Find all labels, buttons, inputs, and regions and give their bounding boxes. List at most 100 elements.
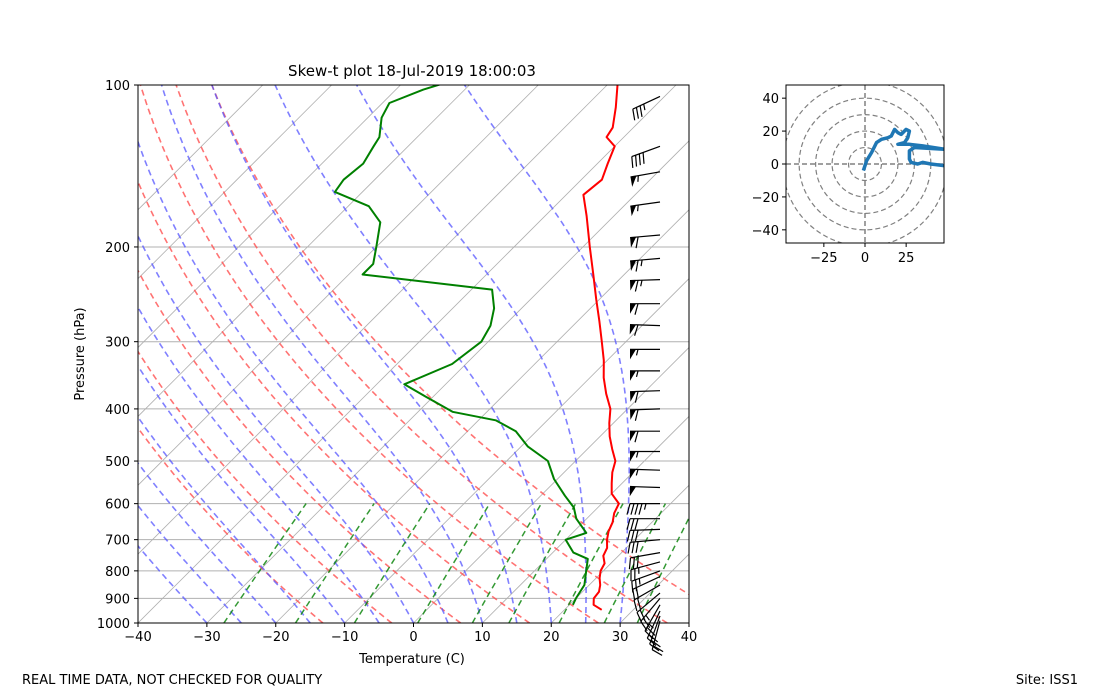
isotherm-line bbox=[550, 484, 689, 623]
isotherm-line bbox=[758, 85, 1100, 623]
wind-barb bbox=[628, 552, 661, 570]
x-tick-label: 10 bbox=[474, 630, 491, 645]
moist-adiabat-line bbox=[138, 544, 208, 623]
moist-adiabat-line bbox=[211, 85, 518, 623]
mixing-ratio-line bbox=[636, 516, 689, 623]
wind-barb bbox=[626, 503, 660, 515]
y-tick-label: 600 bbox=[105, 498, 130, 513]
isotherm-line bbox=[206, 140, 689, 623]
wind-barb bbox=[629, 468, 661, 480]
chart-title: Skew-t plot 18-Jul-2019 18:00:03 bbox=[288, 62, 536, 80]
isotherm-line bbox=[688, 622, 689, 623]
isotherm-line bbox=[138, 85, 677, 623]
hodograph-x-tick-label: −25 bbox=[810, 251, 837, 266]
isotherm-line bbox=[619, 553, 689, 623]
y-tick-label: 700 bbox=[105, 534, 130, 549]
hodograph-y-tick-label: −40 bbox=[752, 224, 779, 239]
wind-barb bbox=[629, 279, 661, 292]
dry-adiabat-line bbox=[138, 268, 462, 623]
y-tick-label: 100 bbox=[105, 79, 130, 94]
moist-adiabat-line bbox=[138, 461, 277, 623]
isotherm-line bbox=[138, 85, 264, 211]
isotherm-line bbox=[482, 415, 689, 623]
dry-adiabat-line bbox=[211, 85, 689, 596]
wind-barb bbox=[630, 171, 661, 187]
moist-adiabat-line bbox=[463, 85, 631, 623]
isotherm-line bbox=[138, 85, 332, 280]
moist-adiabat-line bbox=[138, 364, 346, 623]
wind-barb bbox=[629, 485, 661, 497]
dewpoint-trace bbox=[333, 85, 589, 606]
x-tick-label: 30 bbox=[612, 630, 629, 645]
hodograph-x-tick-label: 0 bbox=[861, 251, 869, 266]
wind-barb bbox=[629, 324, 661, 336]
wind-barb bbox=[630, 348, 660, 360]
wind-barb bbox=[627, 539, 661, 554]
hodograph-trace bbox=[861, 127, 944, 172]
wind-barb bbox=[632, 95, 661, 121]
isotherm-line bbox=[138, 85, 401, 349]
mixing-ratio-line bbox=[223, 503, 307, 623]
wind-barb bbox=[649, 615, 661, 652]
site-label: Site: ISS1 bbox=[1015, 673, 1078, 688]
x-tick-label: −30 bbox=[193, 630, 220, 645]
x-tick-label: −20 bbox=[262, 630, 289, 645]
quality-disclaimer: REAL TIME DATA, NOT CHECKED FOR QUALITY bbox=[22, 673, 323, 688]
wind-barb bbox=[630, 561, 661, 582]
moist-adiabat-line bbox=[274, 85, 553, 623]
skewt-plot: −40 −30 −20 −10 0 10 20 30 401000900800700600500… bbox=[73, 62, 1100, 667]
x-tick-label: −40 bbox=[124, 630, 151, 645]
wind-barb bbox=[630, 370, 660, 381]
hodograph-y-tick-label: 40 bbox=[762, 92, 779, 107]
moist-adiabat-line bbox=[355, 85, 587, 623]
x-tick-label: 0 bbox=[409, 630, 417, 645]
mixing-ratio-line bbox=[353, 503, 431, 623]
isotherm-line bbox=[138, 85, 608, 555]
y-tick-label: 800 bbox=[105, 565, 130, 580]
dry-adiabat-line bbox=[138, 426, 324, 623]
moist-adiabat-line bbox=[138, 234, 415, 623]
y-tick-label: 500 bbox=[105, 455, 130, 470]
x-axis-label: Temperature (C) bbox=[358, 652, 465, 667]
moist-adiabat-line bbox=[138, 415, 311, 623]
wind-barb bbox=[630, 450, 660, 462]
hodograph-ring bbox=[847, 146, 883, 182]
isotherm-line bbox=[138, 85, 539, 486]
wind-barb bbox=[631, 570, 661, 593]
isotherm-line bbox=[344, 278, 689, 623]
y-tick-label: 1000 bbox=[97, 617, 130, 632]
hodograph-y-tick-label: 0 bbox=[771, 158, 779, 173]
hodograph-ring bbox=[831, 130, 899, 198]
wind-barbs bbox=[626, 95, 664, 656]
moist-adiabat-line bbox=[138, 139, 449, 623]
moist-adiabat-line bbox=[160, 85, 484, 623]
x-tick-label: 40 bbox=[681, 630, 698, 645]
dry-adiabat-line bbox=[175, 85, 668, 623]
x-tick-label: −10 bbox=[331, 630, 358, 645]
mixing-ratio-line bbox=[471, 503, 542, 623]
isotherm-line bbox=[275, 209, 689, 623]
wind-barb bbox=[631, 145, 661, 168]
isotherm-line bbox=[138, 85, 470, 417]
moist-adiabat-line bbox=[138, 504, 242, 623]
x-tick-label: 20 bbox=[543, 630, 560, 645]
y-axis-label: Pressure (hPa) bbox=[73, 307, 88, 400]
wind-barb bbox=[636, 592, 661, 623]
wind-barb bbox=[644, 604, 661, 640]
temperature-trace bbox=[582, 85, 620, 611]
wind-barb bbox=[626, 528, 661, 542]
wind-barb bbox=[651, 620, 664, 656]
wind-barb bbox=[629, 390, 661, 403]
hodograph: −25 0 25 40 20 0 −20 −40 bbox=[752, 84, 945, 266]
y-tick-label: 200 bbox=[105, 241, 130, 256]
hodograph-y-tick-label: 20 bbox=[762, 125, 779, 140]
y-tick-label: 400 bbox=[105, 403, 130, 418]
wind-barb bbox=[630, 234, 661, 249]
wind-barb bbox=[626, 518, 660, 530]
dry-adiabat-line bbox=[139, 85, 599, 623]
mixing-ratio-line bbox=[417, 503, 491, 623]
hodograph-y-tick-label: −20 bbox=[752, 191, 779, 206]
wind-barb bbox=[630, 201, 661, 217]
wind-barb bbox=[630, 257, 661, 272]
y-tick-label: 300 bbox=[105, 336, 130, 351]
